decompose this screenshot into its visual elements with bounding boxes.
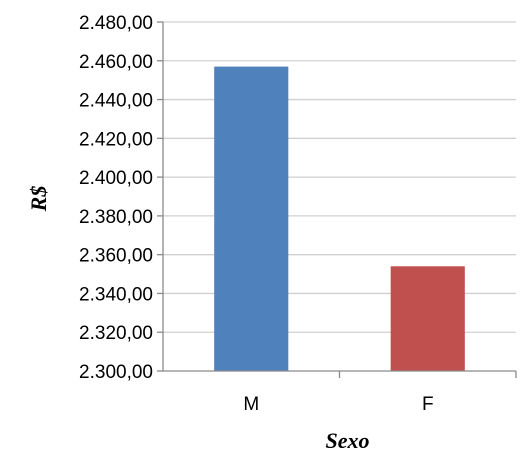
y-tick-label: 2.400,00 bbox=[79, 168, 153, 189]
x-tick-label: M bbox=[243, 394, 259, 415]
y-tick-label: 2.360,00 bbox=[79, 246, 153, 267]
x-tick-label: F bbox=[422, 394, 434, 415]
y-tick-label: 2.300,00 bbox=[79, 362, 153, 383]
y-tick-label: 2.460,00 bbox=[79, 52, 153, 73]
y-tick-label: 2.420,00 bbox=[79, 129, 153, 150]
bars bbox=[214, 66, 465, 371]
x-axis-title: Sexo bbox=[326, 428, 370, 453]
y-tick-label: 2.440,00 bbox=[79, 91, 153, 112]
y-tick-label: 2.320,00 bbox=[79, 323, 153, 344]
bar-m bbox=[214, 66, 289, 371]
y-tick-label: 2.480,00 bbox=[79, 13, 153, 34]
bar-f bbox=[390, 266, 465, 371]
y-tick-label: 2.340,00 bbox=[79, 284, 153, 305]
y-axis-title: R$ bbox=[26, 186, 51, 213]
y-tick-labels: 2.300,00 2.320,00 2.340,00 2.360,00 2.380,00… bbox=[79, 13, 163, 383]
y-tick-label: 2.380,00 bbox=[79, 207, 153, 228]
